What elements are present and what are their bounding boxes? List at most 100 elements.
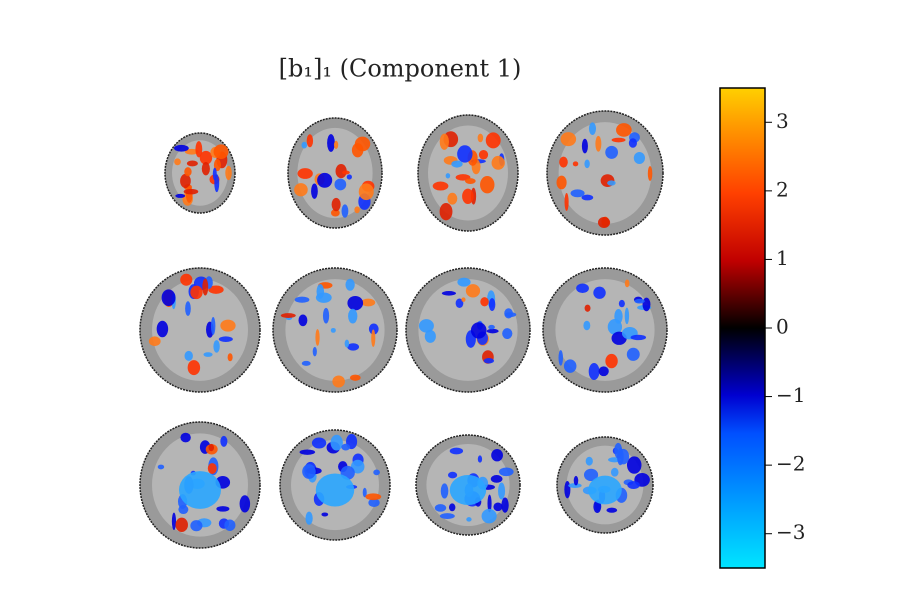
negative-blob (341, 443, 351, 451)
negative-blob (451, 160, 463, 168)
negative-blob (633, 151, 646, 164)
positive-blob (297, 168, 313, 179)
colorbar (719, 87, 766, 569)
negative-blob (488, 298, 496, 312)
positive-blob (220, 319, 236, 332)
negative-blob (628, 138, 637, 148)
positive-blob (180, 273, 193, 286)
positive-blob (439, 133, 449, 150)
negative-blob (344, 339, 350, 348)
negative-blob (156, 320, 169, 338)
negative-blob (327, 134, 335, 152)
negative-blob (347, 343, 360, 351)
positive-blob (597, 216, 611, 228)
positive-blob (330, 209, 340, 217)
negative-blob (315, 473, 355, 507)
negative-blob (180, 432, 191, 443)
brain-tissue (152, 279, 248, 381)
negative-blob (481, 508, 497, 524)
tick-label: 2 (776, 177, 789, 201)
positive-blob (491, 155, 505, 170)
negative-blob (498, 467, 514, 477)
negative-blob (216, 506, 230, 512)
negative-blob (626, 456, 642, 474)
negative-blob (593, 286, 606, 299)
negative-blob (626, 347, 640, 361)
negative-blob (224, 519, 236, 531)
negative-blob (563, 359, 577, 373)
positive-blob (616, 123, 632, 137)
positive-blob (227, 353, 233, 362)
negative-blob (439, 513, 455, 519)
positive-blob (185, 186, 193, 203)
negative-blob (488, 324, 495, 330)
negative-blob (504, 312, 517, 318)
negative-blob (301, 141, 308, 149)
positive-blob (560, 132, 577, 147)
positive-blob (439, 202, 453, 221)
positive-blob (480, 297, 489, 307)
positive-blob (461, 297, 466, 302)
positive-blob (361, 298, 376, 307)
positive-blob (315, 329, 320, 346)
positive-blob (306, 134, 314, 148)
positive-blob (351, 143, 364, 158)
positive-blob (354, 206, 360, 214)
negative-blob (301, 360, 311, 366)
positive-blob (595, 135, 602, 152)
negative-blob (311, 183, 318, 199)
negative-blob (157, 464, 165, 470)
positive-blob (447, 192, 458, 205)
positive-blob (332, 375, 345, 388)
negative-blob (350, 459, 365, 474)
negative-blob (583, 468, 599, 482)
negative-blob (564, 480, 571, 499)
negative-blob (483, 358, 495, 364)
negative-blob (634, 298, 645, 304)
positive-blob (349, 374, 361, 381)
tick-label: 3 (776, 109, 789, 133)
negative-blob (487, 494, 492, 513)
brain-slices (139, 110, 668, 549)
positive-blob (213, 144, 229, 160)
negative-blob (302, 464, 316, 479)
positive-blob (358, 183, 374, 201)
positive-blob (477, 133, 484, 143)
negative-blob (341, 204, 349, 218)
positive-blob (180, 173, 191, 189)
negative-blob (490, 475, 503, 483)
negative-blob (501, 497, 509, 513)
colorbar-axis: −3 −2 −1 0 1 2 3 (765, 109, 805, 544)
positive-blob (647, 166, 653, 181)
negative-blob (441, 291, 457, 296)
negative-blob (345, 278, 355, 291)
negative-blob (220, 435, 228, 447)
negative-blob (449, 447, 464, 455)
negative-blob (210, 317, 216, 335)
negative-blob (570, 189, 585, 198)
positive-blob (187, 360, 201, 376)
negative-blob (317, 172, 333, 188)
positive-blob (280, 313, 296, 318)
positive-blob (371, 329, 376, 347)
negative-blob (630, 334, 647, 341)
positive-blob (432, 181, 449, 191)
negative-blob (322, 307, 330, 324)
negative-blob (610, 467, 619, 477)
negative-blob (362, 487, 367, 498)
negative-blob (642, 297, 651, 312)
negative-blob (614, 442, 623, 459)
positive-blob (365, 493, 382, 501)
negative-blob (330, 327, 336, 333)
negative-blob (239, 495, 251, 513)
positive-blob (183, 188, 199, 195)
negative-blob (588, 122, 597, 135)
negative-blob (311, 437, 327, 449)
negative-blob (312, 346, 317, 357)
negative-blob (161, 289, 176, 307)
negative-blob (455, 298, 464, 308)
negative-blob (212, 167, 217, 181)
negative-blob (607, 318, 623, 335)
negative-blob (299, 449, 316, 455)
positive-blob (480, 176, 495, 194)
